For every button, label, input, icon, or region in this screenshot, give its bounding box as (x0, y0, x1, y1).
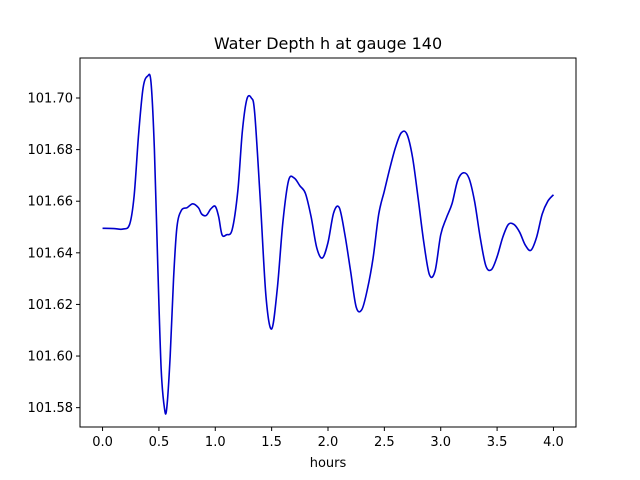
x-tick-label: 2.5 (374, 435, 395, 450)
data-layer (102, 73, 555, 415)
y-tick-label: 101.64 (28, 246, 74, 261)
y-tick-label: 101.58 (28, 401, 74, 416)
series-line (102, 73, 555, 415)
y-tick-label: 101.68 (28, 143, 74, 158)
x-axis-label: hours (310, 456, 347, 471)
x-tick-label: 3.5 (487, 435, 508, 450)
axes-layer: 0.0 0.5 1.0 1.5 2.0 2.5 3.0 3.5 4.0 101.58 101.60 1… (28, 91, 564, 450)
x-tick-label: 1.0 (205, 435, 226, 450)
y-tick-label: 101.60 (28, 350, 74, 365)
chart-title: Water Depth h at gauge 140 (214, 34, 442, 53)
x-tick-label: 1.5 (261, 435, 282, 450)
x-tick-label: 3.0 (430, 435, 451, 450)
plot-frame (79, 57, 577, 428)
x-tick-label: 2.0 (318, 435, 339, 450)
x-tick-label: 0.0 (92, 435, 113, 450)
y-tick-label: 101.70 (28, 91, 74, 106)
y-tick-label: 101.66 (28, 195, 74, 210)
x-tick-label: 0.5 (149, 435, 170, 450)
x-tick-label: 4.0 (543, 435, 564, 450)
y-tick-label: 101.62 (28, 298, 74, 313)
